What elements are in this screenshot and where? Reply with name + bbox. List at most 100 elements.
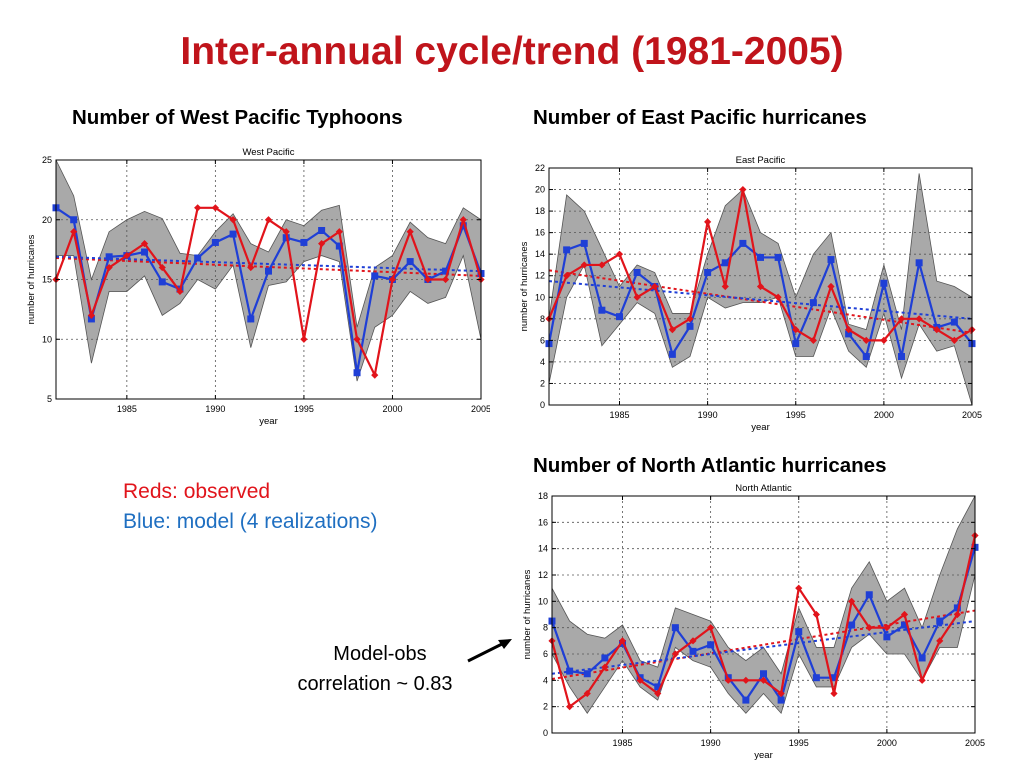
- model-point: [901, 621, 908, 629]
- observed-point: [654, 689, 662, 698]
- model-point: [845, 330, 853, 338]
- y-tick-label: 16: [538, 517, 548, 527]
- model-point: [459, 222, 467, 230]
- plot-frame: [551, 495, 976, 734]
- y-tick-label: 15: [42, 275, 52, 285]
- model-point: [247, 315, 255, 323]
- model-point: [918, 654, 926, 662]
- x-tick-label: 2000: [382, 404, 402, 414]
- x-axis-label: year: [754, 750, 772, 761]
- observed-point: [140, 240, 149, 248]
- observed-point: [671, 650, 679, 658]
- model-point: [757, 253, 764, 261]
- model-point: [721, 259, 729, 267]
- model-point: [654, 683, 662, 691]
- y-tick-label: 0: [540, 400, 545, 410]
- model-point: [229, 230, 237, 238]
- model-point: [353, 369, 361, 377]
- observed-trend-line: [55, 256, 482, 277]
- chart-title: East Pacific: [736, 155, 786, 166]
- x-tick-label: 2000: [874, 410, 894, 420]
- y-tick-label: 8: [540, 314, 545, 324]
- model-point: [689, 647, 697, 655]
- chart-title: North Atlantic: [735, 483, 792, 494]
- observed-point: [580, 261, 588, 269]
- model-point: [211, 238, 219, 246]
- observed-point: [264, 216, 273, 224]
- observed-legend-text: Reds: observed: [123, 480, 271, 503]
- east-pacific-heading: Number of East Pacific hurricanes: [533, 106, 867, 129]
- observed-point: [651, 282, 659, 291]
- model-point: [812, 674, 820, 682]
- x-axis-label: year: [751, 422, 769, 433]
- observed-point: [756, 282, 765, 291]
- y-tick-label: 25: [42, 155, 52, 165]
- model-point: [442, 267, 450, 275]
- observed-point: [880, 336, 888, 344]
- model-point: [760, 670, 767, 678]
- observed-point: [598, 261, 606, 269]
- model-point: [809, 299, 817, 307]
- observed-point: [915, 315, 923, 323]
- model-point: [566, 667, 574, 675]
- observed-point: [809, 336, 817, 344]
- model-point: [318, 227, 326, 235]
- model-point: [774, 253, 782, 261]
- x-tick-label: 2000: [877, 738, 897, 748]
- observed-point: [583, 689, 591, 698]
- observed-point: [70, 228, 78, 236]
- model-point: [915, 259, 923, 267]
- model-point: [265, 267, 272, 275]
- x-tick-label: 2005: [965, 738, 985, 748]
- x-tick-label: 1995: [786, 410, 806, 420]
- model-point: [406, 258, 414, 266]
- observed-point: [406, 228, 414, 236]
- y-tick-label: 20: [535, 185, 545, 195]
- y-axis-label: number of hurricanes: [522, 569, 533, 659]
- observed-point: [424, 275, 432, 284]
- y-axis-label: number of hurricanes: [26, 234, 37, 324]
- observed-point: [601, 663, 609, 671]
- model-point: [795, 628, 803, 636]
- observed-point: [318, 240, 326, 248]
- chart-title: West Pacific: [242, 147, 294, 158]
- model-point: [300, 238, 308, 246]
- model-trend-line: [551, 620, 976, 675]
- observed-point: [739, 185, 747, 194]
- model-point: [865, 591, 873, 599]
- y-axis-label: number of hurricanes: [519, 241, 530, 331]
- x-axis-label: year: [259, 416, 277, 427]
- y-tick-label: 4: [543, 675, 548, 685]
- model-point: [883, 633, 891, 641]
- x-tick-label: 1995: [294, 404, 314, 414]
- y-tick-label: 20: [42, 215, 52, 225]
- y-tick-label: 2: [540, 378, 545, 388]
- model-point: [194, 254, 202, 262]
- observed-point: [335, 228, 343, 236]
- model-point: [880, 279, 888, 287]
- y-tick-label: 10: [42, 334, 52, 344]
- north-atlantic-chart: 1985 1990 1995 2000 2005 0 2 4 6 8 10 12 14 16 18 North…: [522, 483, 985, 761]
- model-point: [70, 216, 78, 224]
- observed-point: [282, 228, 290, 236]
- y-tick-label: 4: [540, 357, 545, 367]
- model-point: [686, 322, 694, 330]
- observed-point: [563, 272, 571, 280]
- observed-point: [211, 204, 219, 212]
- annotation-line-1: Model-obs: [333, 643, 427, 665]
- model-point: [105, 253, 113, 261]
- x-tick-label: 1985: [609, 410, 629, 420]
- model-point: [598, 306, 606, 314]
- model-point: [862, 353, 870, 361]
- y-tick-label: 8: [543, 623, 548, 633]
- model-point: [671, 624, 679, 632]
- observed-point: [862, 336, 870, 344]
- y-tick-label: 14: [535, 249, 545, 259]
- model-point: [707, 641, 715, 649]
- observed-point: [830, 689, 838, 698]
- model-point: [668, 350, 676, 358]
- model-point: [830, 674, 838, 682]
- observed-point: [827, 282, 835, 291]
- x-tick-label: 1995: [789, 738, 809, 748]
- model-point: [371, 272, 379, 280]
